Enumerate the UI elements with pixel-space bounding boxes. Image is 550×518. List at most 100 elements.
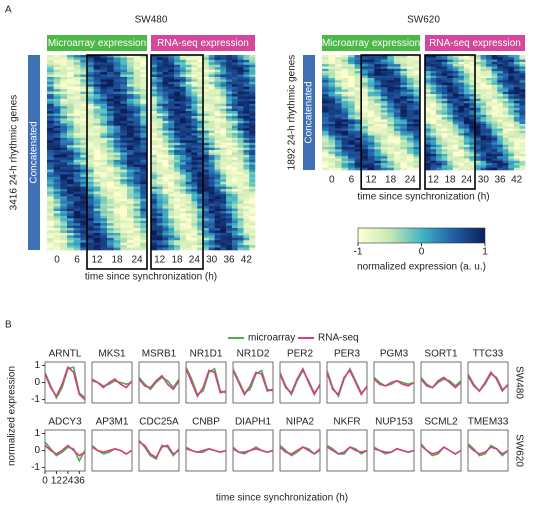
heatmap-cell bbox=[436, 124, 442, 127]
heatmap-cell bbox=[447, 101, 454, 104]
heatmap-cell bbox=[425, 80, 431, 83]
heatmap-cell bbox=[406, 82, 414, 86]
heatmap-cell bbox=[107, 123, 114, 126]
heatmap-cell bbox=[73, 91, 81, 95]
heatmap-cell bbox=[220, 152, 227, 156]
heatmap-cell bbox=[226, 101, 233, 105]
heatmap-cell bbox=[168, 189, 175, 192]
heatmap-cell bbox=[67, 184, 74, 187]
heatmap-cell bbox=[100, 174, 108, 178]
heatmap-cell bbox=[374, 107, 382, 111]
heatmap-cell bbox=[367, 82, 375, 86]
heatmap-cell bbox=[220, 203, 227, 207]
heatmap-cell bbox=[452, 160, 459, 164]
heatmap-cell bbox=[80, 81, 88, 85]
heatmap-cell bbox=[127, 193, 134, 197]
heatmap-cell bbox=[67, 206, 74, 209]
heatmap-cell bbox=[191, 206, 198, 209]
heatmap-cell bbox=[480, 140, 487, 143]
heatmap-cell bbox=[162, 64, 169, 68]
heatmap-cell bbox=[107, 193, 114, 197]
heatmap-cell bbox=[458, 117, 465, 120]
heatmap-cell bbox=[60, 79, 68, 83]
heatmap-cell bbox=[367, 121, 375, 125]
heatmap-cell bbox=[335, 124, 342, 127]
heatmap-cell bbox=[335, 151, 342, 155]
heatmap-cell bbox=[226, 147, 233, 151]
heatmap-cell bbox=[179, 213, 186, 217]
heatmap-cell bbox=[151, 203, 158, 207]
plot-frame bbox=[279, 361, 321, 404]
heatmap-cell bbox=[197, 232, 204, 236]
heatmap-cell bbox=[87, 94, 94, 97]
heatmap-cell bbox=[452, 151, 459, 155]
heatmap-cell bbox=[203, 172, 210, 175]
heatmap-cell bbox=[113, 130, 121, 134]
heatmap-cell bbox=[322, 156, 329, 159]
heatmap-cell bbox=[452, 117, 459, 120]
heatmap-cell bbox=[185, 245, 192, 248]
heatmap-cell bbox=[113, 62, 121, 66]
heatmap-cell bbox=[53, 247, 61, 251]
heatmap-cell bbox=[93, 113, 101, 117]
heatmap-cell bbox=[93, 157, 101, 161]
heatmap-cell bbox=[322, 117, 329, 120]
heatmap-cell bbox=[47, 203, 54, 207]
heatmap-cell bbox=[100, 115, 108, 119]
heatmap-cell bbox=[458, 137, 465, 141]
heatmap-cell bbox=[393, 142, 401, 145]
heatmap-cell bbox=[508, 66, 515, 70]
panel-label: B bbox=[5, 320, 12, 331]
heatmap-cell bbox=[374, 78, 382, 81]
heatmap-cell bbox=[100, 208, 108, 212]
heatmap-cell bbox=[208, 113, 215, 117]
heatmap-cell bbox=[436, 57, 442, 60]
highlight-box bbox=[86, 54, 148, 270]
heatmap-cell bbox=[133, 237, 141, 241]
heatmap-cell bbox=[162, 89, 169, 92]
heatmap-cell bbox=[53, 220, 61, 224]
heatmap-cell bbox=[393, 110, 401, 113]
heatmap-cell bbox=[185, 196, 192, 200]
heatmap-cell bbox=[436, 114, 442, 118]
heatmap-cell bbox=[502, 59, 509, 63]
heatmap-cell bbox=[73, 84, 81, 87]
heatmap-cell bbox=[87, 74, 94, 78]
heatmap-cell bbox=[463, 163, 470, 166]
heatmap-cell bbox=[168, 193, 175, 197]
heatmap-cell bbox=[156, 118, 163, 122]
heatmap-cell bbox=[80, 164, 88, 168]
heatmap-cell bbox=[80, 123, 88, 126]
heatmap-cell bbox=[322, 126, 329, 129]
heatmap-cell bbox=[208, 181, 215, 185]
heatmap-cell bbox=[354, 101, 362, 104]
heatmap-cell bbox=[497, 137, 504, 141]
heatmap-cell bbox=[127, 69, 134, 73]
heatmap-cell bbox=[120, 113, 128, 117]
heatmap-cell bbox=[226, 130, 233, 134]
heatmap-cell bbox=[87, 167, 94, 170]
heatmap-cell bbox=[197, 123, 204, 126]
heatmap-cell bbox=[168, 125, 175, 129]
heatmap-cell bbox=[425, 117, 431, 120]
heatmap-cell bbox=[486, 73, 492, 76]
heatmap-cell bbox=[67, 59, 74, 63]
heatmap-cell bbox=[348, 130, 355, 134]
heatmap-cell bbox=[387, 167, 395, 171]
heatmap-cell bbox=[127, 240, 134, 243]
heatmap-cell bbox=[406, 96, 414, 99]
heatmap-cell bbox=[491, 128, 498, 132]
heatmap-cell bbox=[341, 137, 349, 141]
heatmap-cell bbox=[243, 98, 250, 102]
heatmap-cell bbox=[406, 78, 414, 81]
heatmap-cell bbox=[185, 108, 192, 112]
heatmap-cell bbox=[67, 245, 74, 248]
heatmap-cell bbox=[113, 164, 121, 168]
heatmap-cell bbox=[469, 87, 476, 90]
heatmap-cell bbox=[191, 242, 198, 246]
heatmap-cell bbox=[133, 84, 141, 87]
heatmap-cell bbox=[475, 124, 481, 127]
heatmap-cell bbox=[519, 119, 526, 122]
heatmap-cell bbox=[113, 191, 121, 195]
heatmap-cell bbox=[203, 106, 210, 109]
